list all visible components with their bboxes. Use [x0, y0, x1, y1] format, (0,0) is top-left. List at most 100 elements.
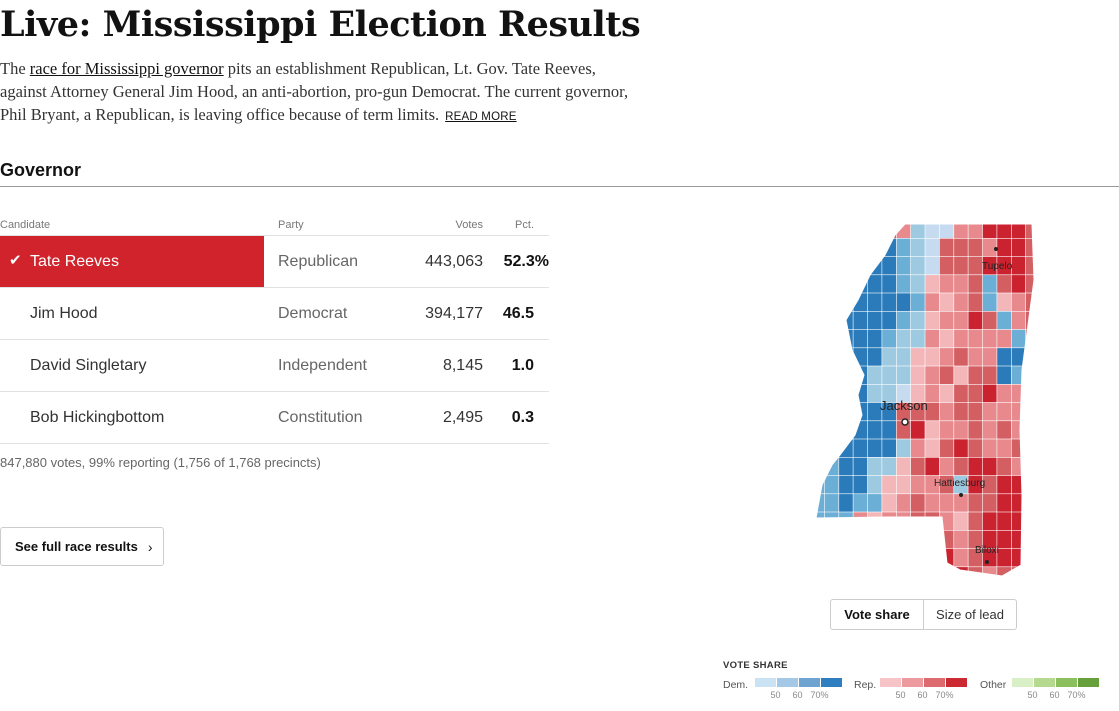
county-shape[interactable] — [810, 347, 826, 367]
county-shape[interactable] — [910, 529, 926, 550]
county-shape[interactable] — [896, 529, 912, 550]
county-shape[interactable] — [982, 420, 998, 440]
county-shape[interactable] — [1011, 511, 1027, 531]
county-shape[interactable] — [924, 566, 941, 585]
county-shape[interactable] — [996, 475, 1012, 495]
county-shape[interactable] — [838, 365, 854, 385]
county-shape[interactable] — [924, 274, 941, 294]
county-shape[interactable] — [867, 566, 883, 585]
county-shape[interactable] — [982, 384, 998, 404]
map-mode-toggle[interactable]: Vote share Size of lead — [830, 599, 1017, 630]
county-shape[interactable] — [810, 384, 826, 404]
county-shape[interactable] — [996, 274, 1012, 294]
county-shape[interactable] — [824, 237, 840, 258]
county-shape[interactable] — [1011, 256, 1027, 276]
county-shape[interactable] — [810, 548, 826, 568]
county-shape[interactable] — [910, 311, 926, 331]
county-shape[interactable] — [953, 311, 969, 331]
county-shape[interactable] — [910, 566, 926, 585]
county-shape[interactable] — [939, 384, 955, 404]
county-shape[interactable] — [852, 237, 869, 258]
vote-share-toggle-button[interactable]: Vote share — [831, 600, 924, 629]
county-shape[interactable] — [967, 365, 984, 385]
county-shape[interactable] — [838, 511, 854, 531]
county-shape[interactable] — [824, 420, 840, 440]
county-shape[interactable] — [982, 566, 998, 585]
county-shape[interactable] — [910, 548, 926, 568]
county-shape[interactable] — [1011, 493, 1027, 513]
county-shape[interactable] — [881, 292, 898, 312]
county-shape[interactable] — [953, 365, 969, 385]
county-shape[interactable] — [910, 274, 926, 294]
county-shape[interactable] — [939, 274, 955, 294]
governor-race-link[interactable]: race for Mississippi governor — [29, 59, 224, 78]
county-shape[interactable] — [910, 438, 926, 458]
county-shape[interactable] — [910, 347, 926, 367]
county-shape[interactable] — [867, 475, 883, 495]
county-shape[interactable] — [824, 329, 840, 349]
county-shape[interactable] — [1025, 384, 1040, 404]
county-shape[interactable] — [896, 566, 912, 585]
county-shape[interactable] — [1011, 420, 1027, 440]
county-shape[interactable] — [896, 256, 912, 276]
county-shape[interactable] — [810, 311, 826, 331]
county-shape[interactable] — [910, 329, 926, 349]
county-shape[interactable] — [824, 311, 840, 331]
county-shape[interactable] — [996, 529, 1012, 550]
county-shape[interactable] — [881, 511, 898, 531]
county-shape[interactable] — [867, 347, 883, 367]
county-shape[interactable] — [953, 402, 969, 422]
county-shape[interactable] — [996, 347, 1012, 367]
county-shape[interactable] — [838, 438, 854, 458]
county-shape[interactable] — [896, 493, 912, 513]
county-shape[interactable] — [810, 329, 826, 349]
county-shape[interactable] — [996, 420, 1012, 440]
county-shape[interactable] — [910, 475, 926, 495]
county-shape[interactable] — [881, 256, 898, 276]
county-shape[interactable] — [896, 457, 912, 477]
county-shape[interactable] — [939, 438, 955, 458]
county-shape[interactable] — [810, 438, 826, 458]
county-shape[interactable] — [824, 529, 840, 550]
county-shape[interactable] — [939, 566, 955, 585]
county-shape[interactable] — [838, 402, 854, 422]
county-shape[interactable] — [967, 274, 984, 294]
county-shape[interactable] — [867, 237, 883, 258]
county-shape[interactable] — [996, 402, 1012, 422]
county-shape[interactable] — [852, 529, 869, 550]
county-shape[interactable] — [896, 548, 912, 568]
county-shape[interactable] — [896, 347, 912, 367]
county-shape[interactable] — [1025, 529, 1040, 550]
county-shape[interactable] — [810, 529, 826, 550]
county-shape[interactable] — [838, 457, 854, 477]
county-shape[interactable] — [939, 256, 955, 276]
county-shape[interactable] — [1025, 365, 1040, 385]
county-shape[interactable] — [982, 329, 998, 349]
county-shape[interactable] — [967, 237, 984, 258]
county-shape[interactable] — [881, 529, 898, 550]
county-shape[interactable] — [1025, 402, 1040, 422]
county-shape[interactable] — [982, 438, 998, 458]
county-shape[interactable] — [939, 311, 955, 331]
county-shape[interactable] — [838, 220, 854, 239]
county-shape[interactable] — [881, 365, 898, 385]
county-shape[interactable] — [867, 511, 883, 531]
county-shape[interactable] — [852, 548, 869, 568]
county-shape[interactable] — [924, 237, 941, 258]
county-shape[interactable] — [939, 329, 955, 349]
county-shape[interactable] — [881, 438, 898, 458]
county-shape[interactable] — [953, 292, 969, 312]
county-shape[interactable] — [953, 237, 969, 258]
county-shape[interactable] — [1011, 274, 1027, 294]
county-shape[interactable] — [996, 384, 1012, 404]
county-shape[interactable] — [1011, 220, 1027, 239]
county-shape[interactable] — [852, 420, 869, 440]
county-shape[interactable] — [953, 274, 969, 294]
county-shape[interactable] — [996, 511, 1012, 531]
county-shape[interactable] — [967, 220, 984, 239]
county-shape[interactable] — [939, 347, 955, 367]
county-shape[interactable] — [967, 256, 984, 276]
county-shape[interactable] — [1025, 438, 1040, 458]
county-shape[interactable] — [953, 548, 969, 568]
county-shape[interactable] — [967, 329, 984, 349]
